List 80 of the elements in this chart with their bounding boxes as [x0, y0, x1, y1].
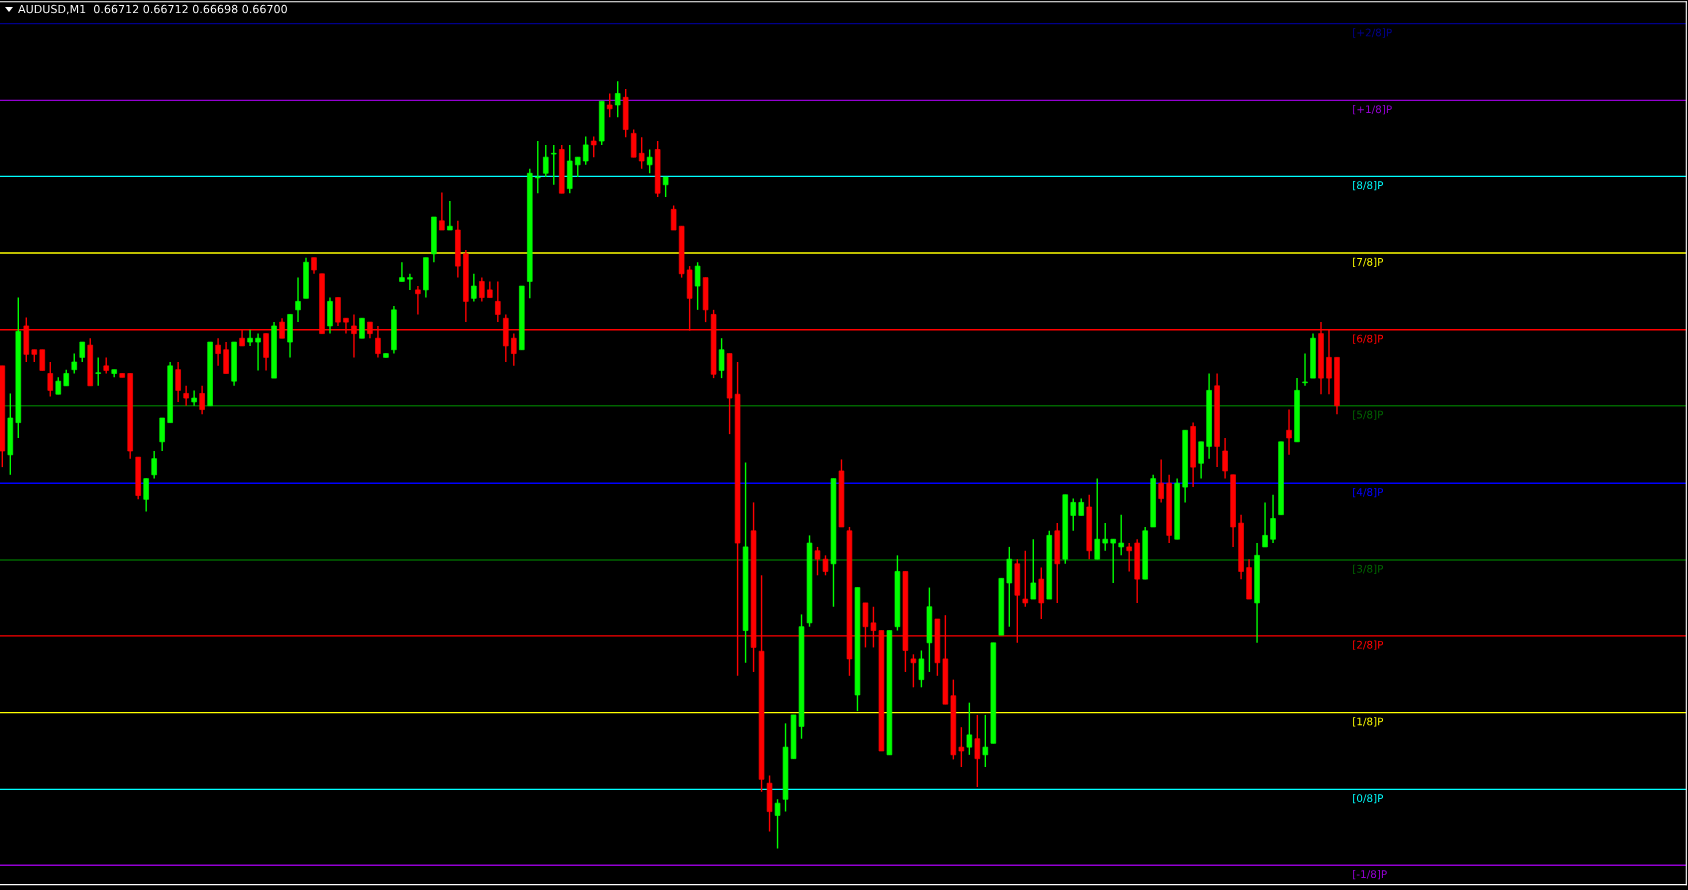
- candlestick: [670, 204, 677, 231]
- candlestick: [774, 798, 781, 850]
- candlestick: [511, 332, 517, 367]
- candlestick: [479, 276, 485, 303]
- candlestick: [439, 191, 445, 231]
- candlestick: [1022, 550, 1029, 608]
- candlestick: [1126, 542, 1132, 573]
- ref-line-label: [6/8]P: [1353, 334, 1384, 344]
- candlestick: [79, 341, 85, 363]
- candlestick: [638, 136, 645, 170]
- candlestick: [255, 332, 261, 372]
- candlestick: [694, 261, 701, 311]
- candlestick: [1038, 566, 1045, 620]
- candlestick: [447, 200, 453, 231]
- candlestick: [966, 701, 973, 756]
- candlestick: [1286, 408, 1292, 456]
- candlestick: [535, 140, 541, 194]
- candlestick: [191, 389, 197, 407]
- candlestick: [47, 361, 54, 398]
- candlestick: [582, 135, 589, 166]
- candlestick: [574, 156, 581, 178]
- candlestick: [199, 385, 205, 415]
- ref-line-label: [0/8]P: [1353, 794, 1384, 804]
- ref-line-label: [5/8]P: [1353, 410, 1384, 420]
- candlestick: [183, 385, 189, 407]
- ref-line-label: [+2/8]P: [1353, 28, 1392, 38]
- candlestick: [606, 92, 613, 118]
- candlestick: [1302, 352, 1308, 387]
- candlestick: [1094, 477, 1100, 560]
- candlestick: [910, 653, 917, 689]
- ref-line-label: [2/8]P: [1353, 640, 1384, 650]
- candlestick: [223, 341, 229, 375]
- candlestick: [295, 276, 301, 323]
- candlestick: [918, 649, 925, 689]
- candlestick: [159, 417, 165, 452]
- candlestick: [1102, 522, 1108, 552]
- candlestick: [1158, 458, 1164, 504]
- ref-line-label: [7/8]P: [1353, 257, 1384, 268]
- candlestick: [263, 332, 269, 372]
- candlestick: [974, 714, 981, 788]
- ref-line-label: [+1/8]P: [1353, 105, 1392, 115]
- ref-line-label: [1/8]P: [1353, 717, 1384, 727]
- candlestick: [151, 450, 157, 480]
- candlestick: [95, 356, 101, 387]
- ref-line-label: [4/8]P: [1353, 487, 1384, 498]
- candlestick: [630, 128, 637, 158]
- candlestick: [662, 176, 669, 198]
- candlestick: [495, 280, 501, 323]
- candlestick: [1110, 538, 1116, 584]
- candlestick: [359, 317, 365, 339]
- candlestick: [646, 148, 653, 174]
- candlestick: [415, 285, 421, 316]
- candlestick: [143, 477, 149, 513]
- candlestick: [614, 80, 621, 118]
- candlestick: [1262, 501, 1268, 548]
- candlestick: [1118, 513, 1124, 557]
- candlestick: [590, 135, 597, 158]
- candlestick: [471, 273, 477, 303]
- chart-title: AUDUSD,M1 0.66712 0.66712 0.66698 0.66700: [18, 4, 287, 15]
- candlestick: [1198, 441, 1204, 480]
- candlestick: [543, 144, 549, 178]
- candlestick: [1270, 494, 1276, 544]
- candlestick: [1070, 497, 1076, 532]
- candlestick: [247, 329, 253, 347]
- candlestick: [39, 349, 46, 372]
- candlestick: [1006, 546, 1013, 628]
- candlestick: [982, 714, 989, 768]
- candlestick: [1030, 538, 1037, 600]
- candlestick: [215, 337, 221, 367]
- candlestick: [407, 273, 413, 291]
- ref-line-label: [8/8]P: [1353, 181, 1384, 191]
- candlestick: [399, 261, 405, 283]
- candlestick: [958, 726, 965, 768]
- candlestick: [1222, 437, 1228, 480]
- candlestick: [551, 144, 557, 186]
- ref-line-label: [-1/8]P: [1353, 869, 1387, 880]
- candlestick: [71, 352, 77, 375]
- candlestick: [175, 361, 181, 403]
- candlestick: [718, 337, 725, 379]
- ref-line-label: [3/8]P: [1353, 564, 1384, 574]
